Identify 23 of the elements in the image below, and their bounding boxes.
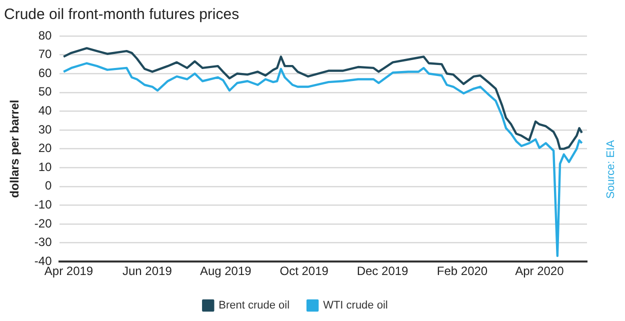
y-tick-label: 0 xyxy=(45,178,52,193)
x-tick-label: Aug 2019 xyxy=(200,264,252,278)
chart-title: Crude oil front-month futures prices xyxy=(4,6,240,24)
x-tick-label: Apr 2020 xyxy=(515,264,564,278)
y-tick-label: 50 xyxy=(38,84,52,99)
y-tick-label: 80 xyxy=(38,28,52,42)
y-tick-label: 10 xyxy=(38,160,52,174)
y-tick-label: 30 xyxy=(38,122,52,136)
y-tick-label: 20 xyxy=(38,141,52,156)
y-tick-label: -20 xyxy=(34,216,52,230)
y-tick-label: 70 xyxy=(38,47,52,62)
x-tick-label: Jun 2019 xyxy=(122,264,172,278)
y-axis-title: dollars per barrel xyxy=(8,100,22,198)
y-tick-label: 40 xyxy=(38,104,52,118)
legend-label: Brent crude oil xyxy=(218,300,290,312)
x-tick-label: Dec 2019 xyxy=(356,264,409,278)
x-tick-label: Oct 2019 xyxy=(280,264,329,278)
y-tick-label: -10 xyxy=(34,198,52,212)
x-tick-label: Feb 2020 xyxy=(436,264,488,278)
source-note: Source: EIA xyxy=(605,140,617,199)
y-tick-label: -30 xyxy=(34,235,52,250)
legend-label: WTI crude oil xyxy=(323,300,388,312)
y-tick-label: 60 xyxy=(38,66,52,80)
